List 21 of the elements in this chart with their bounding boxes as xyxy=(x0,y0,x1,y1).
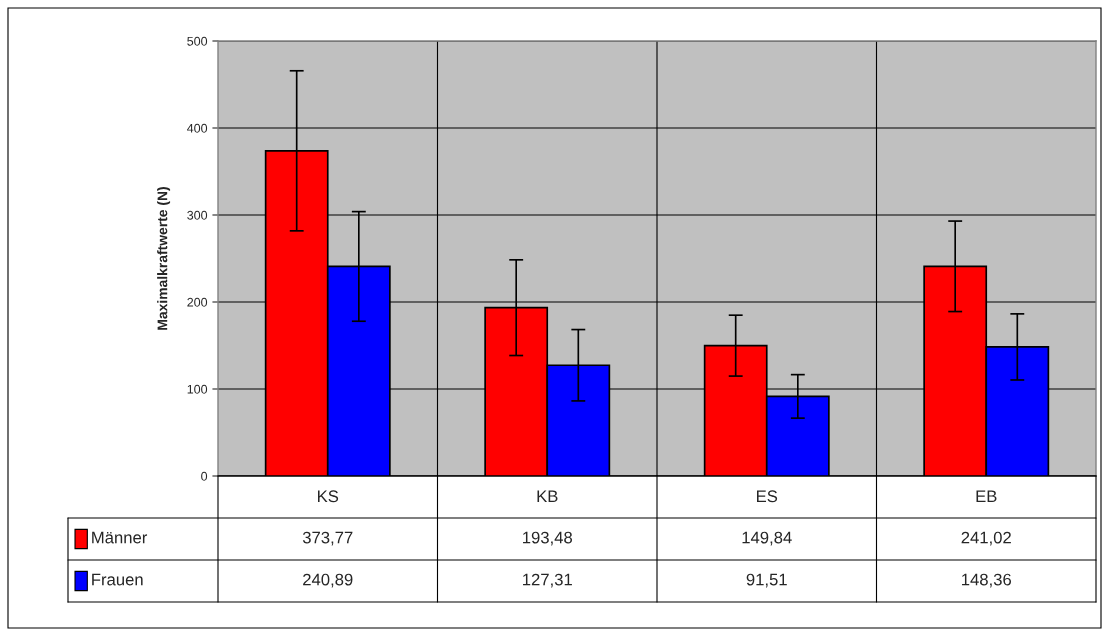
legend-label: Frauen xyxy=(92,573,143,586)
y-tick-label: 400 xyxy=(187,123,208,133)
data-label: 149,84 xyxy=(742,531,792,546)
x-tick-label: KB xyxy=(537,490,558,502)
y-tick-label: 100 xyxy=(187,384,208,394)
data-label: 193,48 xyxy=(523,531,573,546)
data-label: 127,31 xyxy=(523,573,572,588)
x-tick-label: EB xyxy=(976,490,997,502)
x-tick-label: KS xyxy=(318,490,339,503)
y-tick-label: 200 xyxy=(187,297,208,307)
x-tick-label: ES xyxy=(757,490,778,503)
data-label: 240,89 xyxy=(303,573,353,588)
data-label: 373,77 xyxy=(302,531,353,546)
y-axis-title: Maximalkraftwerte (N) xyxy=(157,187,171,330)
y-tick-label: 300 xyxy=(187,210,208,220)
y-tick-label: 0 xyxy=(201,471,208,481)
data-label: 91,51 xyxy=(746,573,787,588)
y-tick-label: 500 xyxy=(187,36,208,46)
data-label: 148,36 xyxy=(962,573,1012,588)
legend-label: Männer xyxy=(92,531,148,544)
data-label: 241,02 xyxy=(961,531,1011,546)
